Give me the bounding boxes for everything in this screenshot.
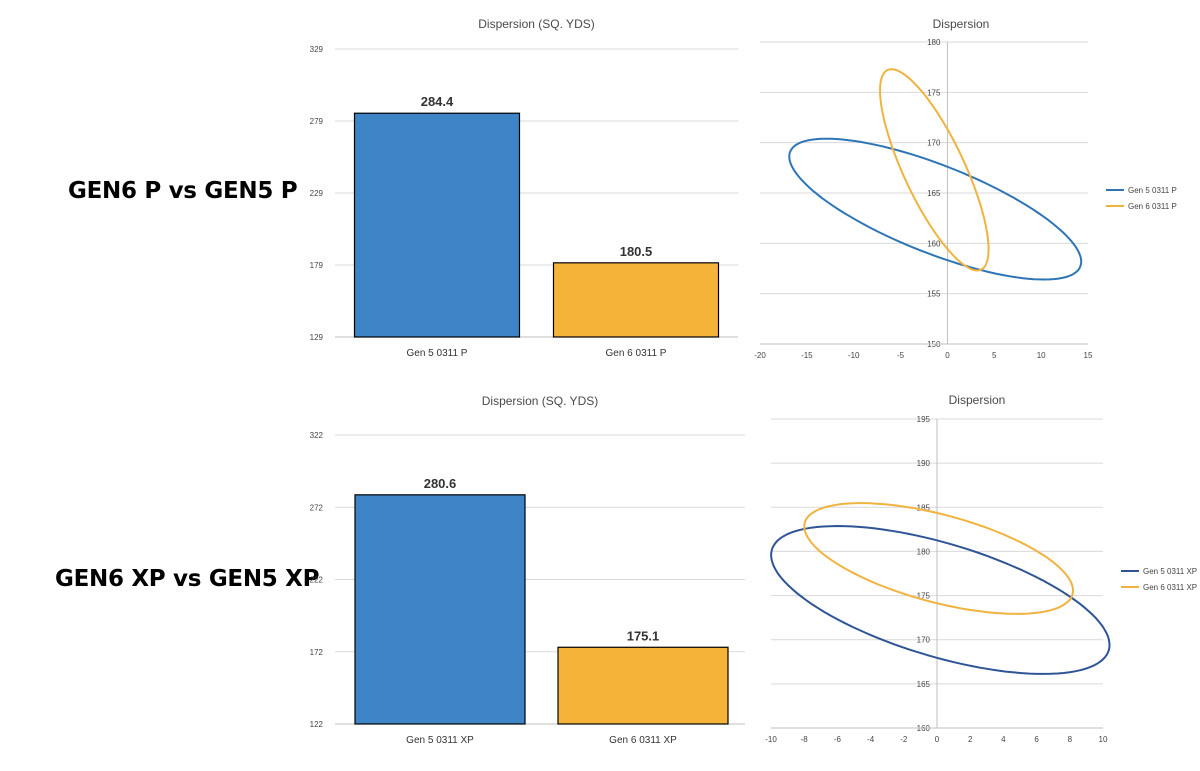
bar-xp-category-label: Gen 6 0311 XP xyxy=(609,735,677,746)
bar-p-data-label: 180.5 xyxy=(620,244,653,259)
bar-p-y-tick: 179 xyxy=(310,261,324,270)
ellipse-xp-y-tick: 170 xyxy=(917,636,931,645)
ellipse-xp-y-tick: 180 xyxy=(917,547,931,556)
ellipse-xp-x-tick: 2 xyxy=(968,735,973,744)
bar-xp-y-tick: 172 xyxy=(310,648,324,657)
ellipse-xp-y-tick: 165 xyxy=(917,680,931,689)
ellipse-p-x-tick: 10 xyxy=(1037,351,1046,360)
row-label-p: GEN6 P vs GEN5 P xyxy=(68,178,298,204)
bar-p-y-tick: 329 xyxy=(310,45,324,54)
bar-xp-data-label: 280.6 xyxy=(424,476,457,491)
ellipse-xp-y-tick: 185 xyxy=(917,503,931,512)
ellipse-p-y-tick: 160 xyxy=(927,239,941,248)
ellipse-xp-x-tick: 6 xyxy=(1034,735,1039,744)
bar-p-y-tick: 229 xyxy=(310,189,324,198)
ellipse-xp-series-ellipse xyxy=(803,502,1075,615)
bar-p-bar xyxy=(353,112,521,338)
ellipse-xp-x-tick: -2 xyxy=(900,735,908,744)
row-label-xp: GEN6 XP vs GEN5 XP xyxy=(55,566,320,592)
ellipse-xp-y-tick: 190 xyxy=(917,459,931,468)
bar-p-title: Dispersion (SQ. YDS) xyxy=(478,17,594,31)
ellipse-xp-x-tick: -10 xyxy=(765,735,777,744)
ellipse-p-legend-label: Gen 5 0311 P xyxy=(1128,186,1177,195)
bar-xp-category-label: Gen 5 0311 XP xyxy=(406,735,474,746)
ellipse-p-y-tick: 155 xyxy=(927,290,941,299)
ellipse-p-y-tick: 180 xyxy=(927,38,941,47)
bar-xp-data-label: 175.1 xyxy=(627,628,660,643)
ellipse-p-series-ellipse xyxy=(788,137,1083,281)
ellipse-p-y-tick: 170 xyxy=(927,139,941,148)
ellipse-xp-series-ellipse xyxy=(770,524,1111,675)
ellipse-p-y-tick: 175 xyxy=(927,88,941,97)
ellipse-xp-x-tick: 8 xyxy=(1068,735,1073,744)
ellipse-p-y-tick: 165 xyxy=(927,189,941,198)
ellipse-p-x-tick: -20 xyxy=(754,351,766,360)
bar-xp-y-tick: 272 xyxy=(310,503,324,512)
bar-p-category-label: Gen 6 0311 P xyxy=(606,348,667,359)
ellipse-p-x-tick: 5 xyxy=(992,351,997,360)
bar-xp-y-tick: 322 xyxy=(310,431,324,440)
ellipse-xp-title: Dispersion xyxy=(949,393,1006,407)
bar-xp-y-tick: 222 xyxy=(310,576,324,585)
ellipse-p-x-tick: 15 xyxy=(1084,351,1093,360)
ellipse-p-x-tick: -15 xyxy=(801,351,813,360)
ellipse-xp-legend-label: Gen 6 0311 XP xyxy=(1143,583,1197,592)
ellipse-p-series-ellipse xyxy=(879,68,990,272)
bar-p-y-tick: 129 xyxy=(310,333,324,342)
ellipse-xp-y-tick: 195 xyxy=(917,415,931,424)
bar-p-bar xyxy=(552,262,720,338)
ellipse-xp-x-tick: -4 xyxy=(867,735,875,744)
bar-p-category-label: Gen 5 0311 P xyxy=(407,348,468,359)
bar-p-y-tick: 279 xyxy=(310,117,324,126)
ellipse-p-x-tick: -10 xyxy=(848,351,860,360)
bar-xp-y-tick: 122 xyxy=(310,720,324,729)
ellipse-xp-x-tick: 0 xyxy=(935,735,940,744)
bar-xp-bar xyxy=(354,494,526,725)
ellipse-p-title: Dispersion xyxy=(933,17,990,31)
bar-xp-bar xyxy=(557,646,729,725)
ellipse-p-x-tick: 0 xyxy=(945,351,950,360)
ellipse-xp-legend-label: Gen 5 0311 XP xyxy=(1143,567,1197,576)
ellipse-p-legend-label: Gen 6 0311 P xyxy=(1128,202,1177,211)
ellipse-p-x-tick: -5 xyxy=(897,351,905,360)
ellipse-xp-x-tick: 10 xyxy=(1099,735,1108,744)
bar-xp-title: Dispersion (SQ. YDS) xyxy=(482,394,598,408)
bar-p-data-label: 284.4 xyxy=(421,94,454,109)
ellipse-xp-x-tick: -8 xyxy=(801,735,809,744)
ellipse-xp-x-tick: 4 xyxy=(1001,735,1006,744)
ellipse-xp-y-tick: 175 xyxy=(917,592,931,601)
ellipse-xp-x-tick: -6 xyxy=(834,735,842,744)
